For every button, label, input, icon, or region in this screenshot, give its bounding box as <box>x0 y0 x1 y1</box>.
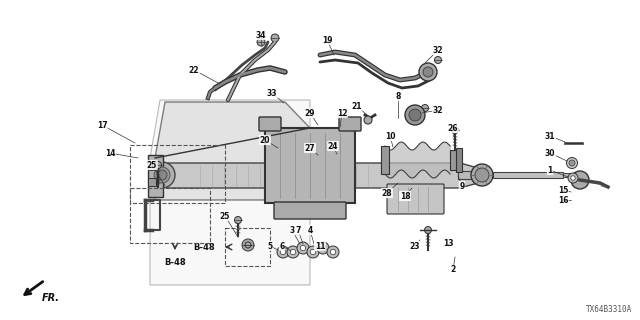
Circle shape <box>291 249 296 255</box>
Text: 31: 31 <box>545 132 556 140</box>
Circle shape <box>280 249 285 255</box>
Circle shape <box>571 171 589 189</box>
Circle shape <box>307 246 319 258</box>
Bar <box>148 178 156 186</box>
Bar <box>148 162 156 170</box>
Text: 32: 32 <box>433 45 444 54</box>
FancyBboxPatch shape <box>339 117 361 131</box>
Circle shape <box>154 162 161 169</box>
Circle shape <box>419 63 437 81</box>
Circle shape <box>405 105 425 125</box>
Text: 16: 16 <box>557 196 568 204</box>
Circle shape <box>154 167 170 183</box>
Bar <box>458 171 478 179</box>
Circle shape <box>409 109 421 121</box>
Circle shape <box>568 173 578 183</box>
Circle shape <box>566 157 577 169</box>
Circle shape <box>297 242 309 254</box>
Bar <box>450 150 458 170</box>
Text: 15: 15 <box>558 186 568 195</box>
Bar <box>493 172 563 178</box>
Text: 30: 30 <box>545 148 556 157</box>
Text: 11: 11 <box>315 242 325 251</box>
Text: 24: 24 <box>328 141 339 150</box>
Text: 6: 6 <box>280 242 285 251</box>
Circle shape <box>423 67 433 77</box>
Polygon shape <box>162 163 480 188</box>
Text: 1: 1 <box>547 165 552 174</box>
Text: 7: 7 <box>295 226 301 235</box>
Polygon shape <box>150 100 310 285</box>
Circle shape <box>424 227 431 234</box>
Text: 13: 13 <box>443 238 453 247</box>
FancyBboxPatch shape <box>265 128 355 203</box>
Circle shape <box>330 249 336 255</box>
Circle shape <box>242 239 254 251</box>
Text: 19: 19 <box>322 36 332 44</box>
Text: 5: 5 <box>268 242 273 251</box>
Bar <box>225 228 270 266</box>
Circle shape <box>277 246 289 258</box>
Bar <box>563 173 578 177</box>
Text: 3: 3 <box>289 226 294 235</box>
Circle shape <box>300 245 306 251</box>
Text: 25: 25 <box>147 161 157 170</box>
Bar <box>148 155 163 197</box>
Bar <box>130 188 210 243</box>
Text: 21: 21 <box>352 101 362 110</box>
Text: FR.: FR. <box>42 293 60 303</box>
Circle shape <box>149 162 175 188</box>
Bar <box>456 148 462 172</box>
Circle shape <box>422 105 429 111</box>
Text: 28: 28 <box>381 188 392 197</box>
Text: TX64B3310A: TX64B3310A <box>586 305 632 314</box>
FancyBboxPatch shape <box>259 117 281 131</box>
Circle shape <box>569 160 575 166</box>
Circle shape <box>320 245 326 251</box>
Text: B-48: B-48 <box>164 258 186 267</box>
Text: 29: 29 <box>305 108 316 117</box>
Text: 23: 23 <box>410 242 420 251</box>
Text: 2: 2 <box>451 266 456 275</box>
Circle shape <box>157 170 167 180</box>
Circle shape <box>234 217 241 223</box>
Circle shape <box>435 57 442 63</box>
Text: 12: 12 <box>337 108 348 117</box>
Text: 14: 14 <box>105 148 115 157</box>
Bar <box>130 145 225 203</box>
Circle shape <box>364 116 372 124</box>
Text: 20: 20 <box>260 135 270 145</box>
Text: 18: 18 <box>400 191 410 201</box>
Bar <box>381 146 389 174</box>
Text: 25: 25 <box>220 212 230 220</box>
Circle shape <box>451 126 458 133</box>
Text: 33: 33 <box>267 89 277 98</box>
Text: 8: 8 <box>396 92 401 100</box>
Text: 17: 17 <box>97 121 108 130</box>
Text: 34: 34 <box>256 30 266 39</box>
Text: 4: 4 <box>307 226 312 235</box>
Text: 27: 27 <box>305 143 316 153</box>
Circle shape <box>475 168 489 182</box>
Polygon shape <box>155 102 310 200</box>
FancyBboxPatch shape <box>387 184 444 214</box>
Text: 9: 9 <box>460 181 465 190</box>
Text: 32: 32 <box>433 106 444 115</box>
Circle shape <box>327 246 339 258</box>
Circle shape <box>257 38 265 46</box>
Circle shape <box>571 176 575 180</box>
Text: 22: 22 <box>189 66 199 75</box>
Circle shape <box>271 34 279 42</box>
Circle shape <box>310 249 316 255</box>
Text: 26: 26 <box>448 124 458 132</box>
Text: 10: 10 <box>385 132 396 140</box>
Circle shape <box>287 246 299 258</box>
FancyBboxPatch shape <box>274 202 346 219</box>
Circle shape <box>471 164 493 186</box>
Circle shape <box>317 242 329 254</box>
Circle shape <box>245 242 251 248</box>
Text: B-48: B-48 <box>193 243 215 252</box>
